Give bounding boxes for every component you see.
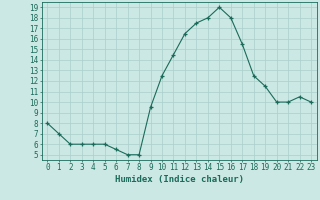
X-axis label: Humidex (Indice chaleur): Humidex (Indice chaleur) [115, 175, 244, 184]
